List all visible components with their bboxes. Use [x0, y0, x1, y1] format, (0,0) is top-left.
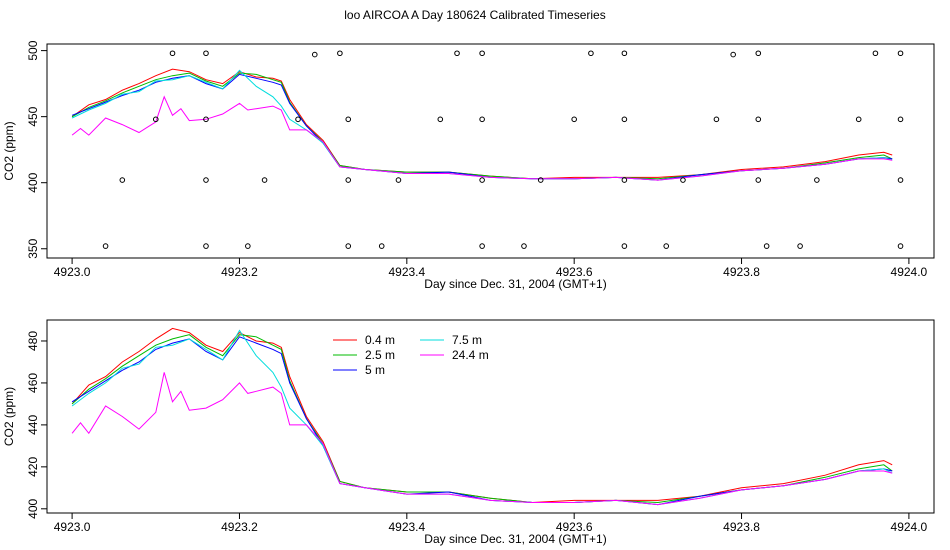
series-line-1: [71, 68, 893, 180]
calibration-point: [152, 116, 159, 123]
calibration-point: [479, 116, 485, 123]
chart-title: loo AIRCOA A Day 180624 Calibrated Times…: [344, 8, 606, 22]
x-tick-label: 4923.8: [723, 265, 760, 279]
calibration-point: [311, 51, 318, 58]
calibration-point: [261, 177, 268, 183]
y-tick-label: 440: [26, 415, 40, 435]
calibration-point: [872, 50, 879, 57]
calibration-point: [897, 243, 904, 249]
calibration-point: [713, 116, 720, 123]
calibration-point: [730, 51, 736, 58]
series-line-3: [71, 73, 893, 181]
panel-1: 4923.0 4923.2 4923.4 4923.6 4923.8 4924.0 350 4…: [2, 40, 935, 291]
calibration-point: [814, 177, 820, 183]
calibration-point: [621, 50, 628, 57]
y-tick-label: 480: [26, 331, 40, 351]
calibration-point: [755, 177, 762, 183]
series-line-4: [71, 69, 893, 181]
y-axis-label: CO2 (ppm): [2, 387, 16, 446]
calibration-point: [763, 243, 770, 249]
plot-frame: [46, 43, 935, 259]
calibration-point: [203, 177, 209, 183]
calibration-point: [102, 243, 109, 249]
calibration-point: [437, 116, 444, 123]
series-line-2: [71, 72, 893, 180]
legend-label: 5 m: [365, 363, 385, 377]
x-tick-label: 4923.2: [221, 265, 258, 279]
calibration-point: [203, 116, 209, 123]
y-tick-label: 350: [26, 238, 40, 258]
calibration-point: [621, 116, 628, 123]
calibration-point: [203, 243, 209, 249]
calibration-point: [897, 116, 904, 123]
calibration-point: [855, 116, 862, 123]
y-axis-label: CO2 (ppm): [2, 121, 16, 180]
x-tick-label: 4923.4: [388, 520, 425, 534]
x-tick-label: 4923.0: [54, 520, 91, 534]
calibration-point: [797, 243, 803, 249]
calibration-point: [295, 116, 301, 123]
calibration-point: [454, 50, 460, 57]
calibration-point: [345, 177, 352, 183]
y-tick-label: 450: [26, 106, 40, 126]
calibration-point: [755, 50, 762, 57]
series-line-1: [71, 327, 893, 504]
calibration-point: [479, 50, 485, 57]
calibration-point: [537, 177, 544, 183]
x-tick-label: 4924.0: [891, 265, 928, 279]
x-tick-label: 4923.4: [388, 265, 425, 279]
x-axis-label: Day since Dec. 31, 2004 (GMT+1): [424, 532, 606, 546]
x-tick-label: 4923.0: [54, 265, 91, 279]
calibration-point: [621, 243, 628, 249]
x-tick-label: 4923.6: [556, 265, 593, 279]
y-tick-label: 400: [26, 172, 40, 192]
y-tick-label: 460: [26, 373, 40, 393]
calibration-point: [897, 50, 904, 57]
legend-label: 24.4 m: [452, 348, 489, 362]
x-tick-label: 4923.8: [723, 520, 760, 534]
calibration-point: [521, 243, 527, 249]
calibration-point: [337, 50, 343, 57]
calibration-point: [345, 116, 352, 123]
calibration-point: [479, 243, 485, 249]
calibration-point: [119, 177, 126, 183]
calibration-point: [680, 177, 686, 183]
x-tick-label: 4923.2: [221, 520, 258, 534]
calibration-point: [395, 177, 402, 183]
legend: 0.4 m2.5 m5 m 7.5 m24.4 m: [333, 333, 489, 377]
calibration-point: [621, 177, 628, 183]
calibration-point: [245, 243, 251, 249]
legend-label: 0.4 m: [365, 333, 395, 347]
plot-frame: [46, 319, 935, 514]
series-line-5: [71, 372, 893, 506]
calibration-point: [169, 50, 176, 57]
y-tick-label: 420: [26, 457, 40, 477]
calibration-point: [203, 50, 209, 57]
calibration-point: [345, 243, 352, 249]
x-axis-label: Day since Dec. 31, 2004 (GMT+1): [424, 277, 606, 291]
calibration-point: [897, 177, 904, 183]
calibration-point: [588, 50, 594, 57]
calibration-point: [663, 243, 670, 249]
calibration-point: [479, 177, 485, 183]
y-tick-label: 500: [26, 40, 40, 60]
calibration-point: [378, 243, 385, 249]
calibration-point: [571, 116, 577, 123]
panel-2: 4923.0 4923.2 4923.4 4923.6 4923.8 4924.0 400 4…: [2, 319, 935, 546]
calibration-point: [755, 116, 762, 123]
y-tick-label: 400: [26, 498, 40, 518]
legend-label: 2.5 m: [365, 348, 395, 362]
x-tick-label: 4923.6: [556, 520, 593, 534]
legend-label: 7.5 m: [452, 333, 482, 347]
x-tick-label: 4924.0: [891, 520, 928, 534]
